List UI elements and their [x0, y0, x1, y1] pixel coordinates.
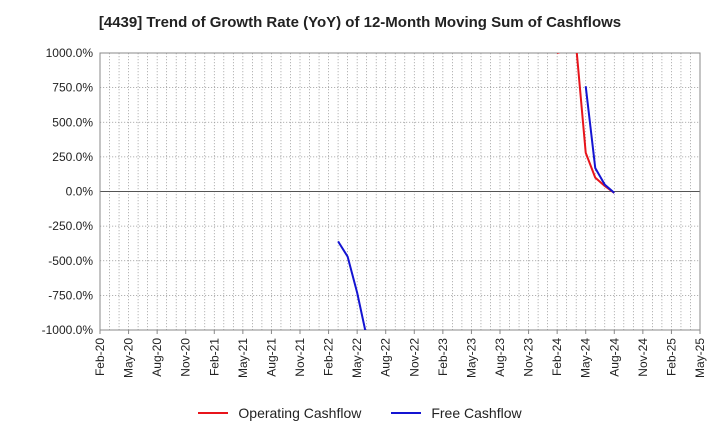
y-tick-label: 500.0%: [52, 115, 93, 129]
legend: Operating Cashflow Free Cashflow: [0, 405, 720, 421]
x-tick-label: May-22: [350, 338, 364, 378]
plot-frame: [99, 52, 701, 331]
x-tick-label: Aug-21: [264, 338, 278, 377]
y-tick-label: 0.0%: [66, 185, 94, 199]
axes: [99, 52, 701, 334]
x-tick-label: May-23: [464, 338, 478, 378]
chart-title: [4439] Trend of Growth Rate (YoY) of 12-…: [98, 14, 622, 31]
x-tick-label: Nov-21: [293, 338, 307, 377]
free-cashflow-line-segment-1: [584, 86, 615, 194]
free-cashflow-line-segment-0: [337, 240, 367, 330]
series-lines: [337, 53, 615, 330]
y-tick-label: 1000.0%: [46, 46, 94, 60]
x-tick-label: May-25: [693, 338, 707, 378]
x-tick-label: May-24: [579, 338, 593, 378]
x-tick-labels: Feb-20 May-20 Aug-20 Nov-20 Feb-21 May-21 Aug-…: [93, 338, 707, 378]
legend-swatch-free: [391, 412, 422, 414]
y-tick-label: -500.0%: [48, 254, 93, 268]
x-tick-label: Aug-20: [150, 338, 164, 377]
legend-item-free-cashflow: Free Cashflow: [391, 405, 522, 421]
y-tick-labels: 1000.0% 750.0% 500.0% 250.0% 0.0% -250.0% -500…: [42, 46, 94, 337]
grid-lines: [100, 52, 700, 331]
x-tick-label: Nov-24: [636, 338, 650, 377]
x-tick-label: Feb-25: [664, 338, 678, 376]
y-tick-label: -750.0%: [48, 288, 93, 302]
legend-item-operating-cashflow: Operating Cashflow: [198, 405, 361, 421]
x-tick-label: Nov-22: [407, 338, 421, 377]
x-tick-label: Nov-20: [179, 338, 193, 377]
x-tick-label: Feb-23: [436, 338, 450, 376]
x-tick-label: Feb-20: [93, 338, 107, 376]
x-tick-label: May-20: [122, 338, 136, 378]
x-tick-label: Aug-22: [379, 338, 393, 377]
y-tick-label: 250.0%: [52, 150, 93, 164]
x-tick-label: Feb-24: [550, 338, 564, 376]
legend-swatch-operating: [198, 412, 229, 414]
x-tick-label: Aug-24: [607, 338, 621, 377]
y-tick-label: 750.0%: [52, 81, 93, 95]
y-tick-label: -1000.0%: [42, 323, 94, 337]
legend-label-free: Free Cashflow: [431, 405, 522, 421]
y-tick-label: -250.0%: [48, 219, 93, 233]
x-tick-label: Aug-23: [493, 338, 507, 377]
x-tick-label: May-21: [236, 338, 250, 378]
x-tick-label: Nov-23: [522, 338, 536, 377]
x-tick-label: Feb-22: [322, 338, 336, 376]
legend-label-operating: Operating Cashflow: [238, 405, 362, 421]
x-tick-label: Feb-21: [207, 338, 221, 376]
